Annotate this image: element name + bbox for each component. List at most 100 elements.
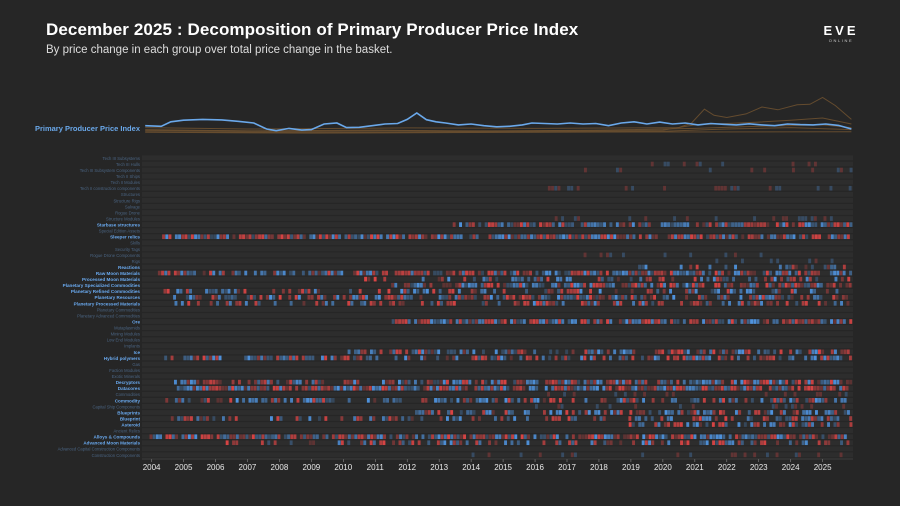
heatmap-cell <box>729 288 733 294</box>
row-band <box>142 452 853 458</box>
heatmap-cell <box>555 440 559 446</box>
heatmap-cell <box>749 282 753 288</box>
heatmap-cell <box>596 379 600 385</box>
heatmap-cell <box>795 301 799 306</box>
heatmap-cell <box>849 416 853 421</box>
heatmap-cell <box>525 355 529 361</box>
row-label: Rigs <box>132 259 140 264</box>
heatmap-cell <box>584 410 588 415</box>
heatmap-cell <box>760 398 764 403</box>
heatmap-cell <box>503 355 507 361</box>
heatmap-cell <box>429 282 433 288</box>
heatmap-cell <box>628 385 631 391</box>
heatmap-cell <box>382 379 385 385</box>
heatmap-cell <box>566 288 570 294</box>
heatmap-cell <box>152 434 156 440</box>
heatmap-cell <box>507 398 511 403</box>
heatmap-cell <box>338 234 341 240</box>
heatmap-cell <box>433 379 437 385</box>
heatmap-cell <box>615 222 619 227</box>
heatmap-cell <box>533 349 537 355</box>
heatmap-cell <box>830 264 833 270</box>
heatmap-cell <box>698 416 702 421</box>
heatmap-cell <box>456 234 460 240</box>
heatmap-cell <box>701 385 705 391</box>
heatmap-cell <box>558 222 562 227</box>
heatmap-cell <box>590 222 594 227</box>
heatmap-cell <box>802 234 805 240</box>
heatmap-cell <box>486 295 490 300</box>
heatmap-cell <box>752 385 756 391</box>
heatmap-cell <box>472 234 476 240</box>
heatmap-cell <box>584 167 587 173</box>
heatmap-cell <box>439 416 443 421</box>
heatmap-cell <box>243 288 247 294</box>
heatmap-cell <box>529 379 533 385</box>
heatmap-cell <box>717 185 721 191</box>
heatmap-cell <box>635 434 639 440</box>
heatmap-cell <box>347 398 351 403</box>
heatmap-cell <box>798 452 801 458</box>
heatmap-cell <box>718 398 722 403</box>
heatmap-cell <box>423 385 427 391</box>
heatmap-cell <box>676 355 680 361</box>
heatmap-cell <box>570 452 574 458</box>
heatmap-cell <box>845 385 849 391</box>
heatmap-cell <box>677 410 681 415</box>
heatmap-cell <box>446 234 450 240</box>
heatmap-cell <box>634 416 638 421</box>
heatmap-cell <box>705 319 709 324</box>
heatmap-cell <box>404 355 408 361</box>
heatmap-cell <box>730 452 734 458</box>
heatmap-cell <box>301 385 305 391</box>
heatmap-cell <box>350 379 353 385</box>
heatmap-cell <box>260 270 264 276</box>
heatmap-cell <box>321 301 325 306</box>
heatmap-cell <box>439 385 443 391</box>
heatmap-cell <box>307 288 311 294</box>
heatmap-cell <box>564 222 568 227</box>
heatmap-cell <box>813 270 817 276</box>
heatmap-cell <box>657 319 661 324</box>
x-tick-label: 2010 <box>334 463 352 472</box>
heatmap-cell <box>759 385 763 391</box>
heatmap-cell <box>658 434 662 440</box>
heatmap-cell <box>589 355 593 361</box>
heatmap-cell <box>757 410 761 415</box>
heatmap-cell <box>496 385 500 391</box>
heatmap-cell <box>669 288 672 294</box>
heatmap-cell <box>590 379 593 385</box>
row-band <box>142 210 853 215</box>
heatmap-cell <box>231 379 235 385</box>
heatmap-cell <box>535 355 539 361</box>
heatmap-cell <box>755 282 759 288</box>
heatmap-cell <box>797 385 801 391</box>
heatmap-cell <box>807 379 811 385</box>
heatmap-cell <box>570 385 574 391</box>
heatmap-cell <box>730 416 734 421</box>
heatmap-cell <box>738 349 741 355</box>
heatmap-cell <box>440 234 444 240</box>
heatmap-cell <box>711 319 715 324</box>
heatmap-cell <box>657 301 661 306</box>
heatmap-cell <box>814 319 817 324</box>
heatmap-cell <box>570 319 574 324</box>
heatmap-cell <box>587 349 591 355</box>
heatmap-cell <box>667 234 671 240</box>
heatmap-cell <box>263 355 267 361</box>
heatmap-cell <box>573 282 577 288</box>
heatmap-cell <box>798 234 802 240</box>
heatmap-cell <box>573 295 576 300</box>
heatmap-cell <box>363 349 367 355</box>
heatmap-cell <box>288 288 292 294</box>
heatmap-cell <box>606 234 610 240</box>
heatmap-cell <box>776 234 780 240</box>
heatmap-cell <box>555 410 559 415</box>
heatmap-cell <box>602 282 606 288</box>
heatmap-cell <box>781 282 785 288</box>
heatmap-cell <box>340 270 344 276</box>
heatmap-cell <box>567 319 571 324</box>
heatmap-cell <box>830 349 834 355</box>
x-tick-label: 2017 <box>558 463 576 472</box>
heatmap-cell <box>795 440 799 446</box>
